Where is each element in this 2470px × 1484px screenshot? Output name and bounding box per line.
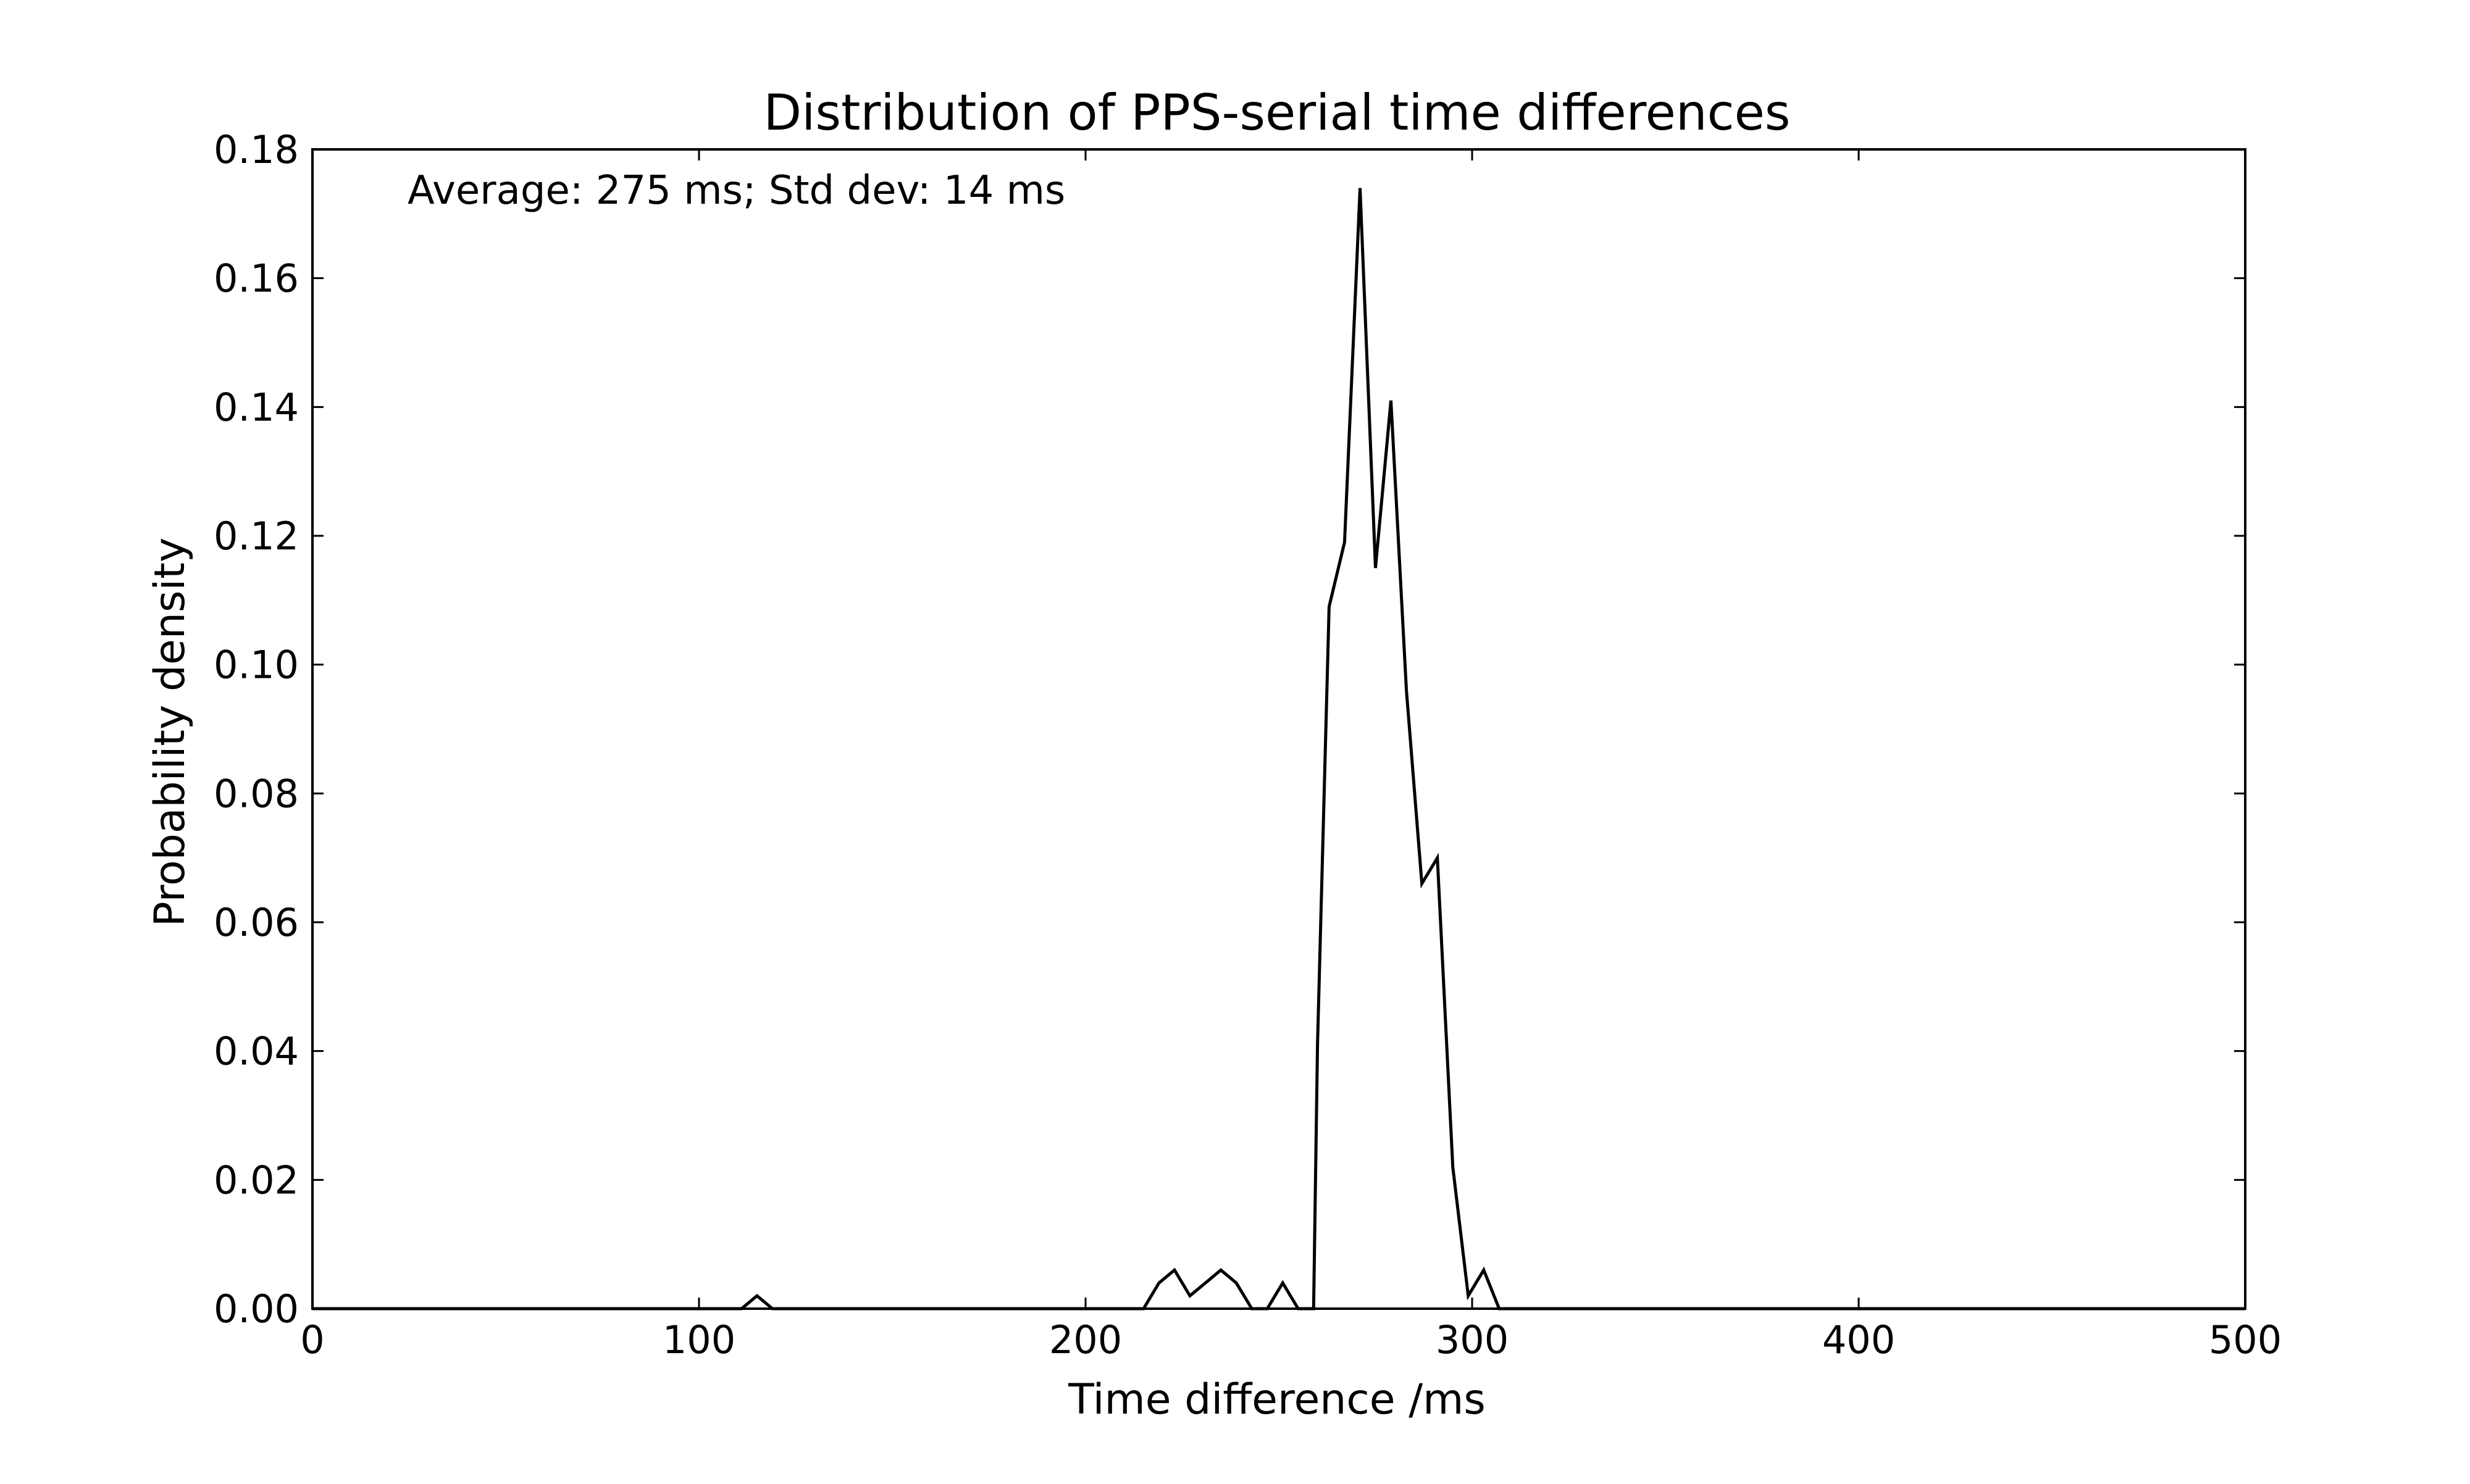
y-tick-label: 0.08: [214, 771, 299, 816]
y-tick-label: 0.06: [214, 900, 299, 945]
x-tick-label: 100: [663, 1317, 735, 1362]
x-tick-label: 400: [1822, 1317, 1895, 1362]
stats-annotation: Average: 275 ms; Std dev: 14 ms: [408, 168, 1065, 214]
y-tick-label: 0.04: [214, 1029, 299, 1074]
x-axis-title: Time difference /ms: [1068, 1375, 1486, 1424]
y-tick-label: 0.10: [214, 643, 299, 688]
x-tick-label: 300: [1436, 1317, 1509, 1362]
y-tick-label: 0.12: [214, 514, 299, 559]
series-line-0: [312, 188, 2245, 1311]
y-tick-label: 0.18: [214, 127, 299, 172]
x-tick-label: 500: [2209, 1317, 2282, 1362]
x-tick-label: 0: [300, 1317, 324, 1362]
x-tick-label: 200: [1049, 1317, 1122, 1362]
y-tick-label: 0.02: [214, 1157, 299, 1203]
y-tick-label: 0.00: [214, 1286, 299, 1332]
y-tick-label: 0.16: [214, 256, 299, 301]
plot-area: 0 100 200 300 400 500 0.00 0.02 0.04 0.06 0.08 0.10…: [214, 127, 2282, 1362]
plot-frame: [311, 148, 2246, 1310]
y-tick-label: 0.14: [214, 385, 299, 430]
chart-title: Distribution of PPS-serial time differen…: [764, 84, 1791, 141]
y-axis-title: Probability density: [146, 538, 195, 927]
